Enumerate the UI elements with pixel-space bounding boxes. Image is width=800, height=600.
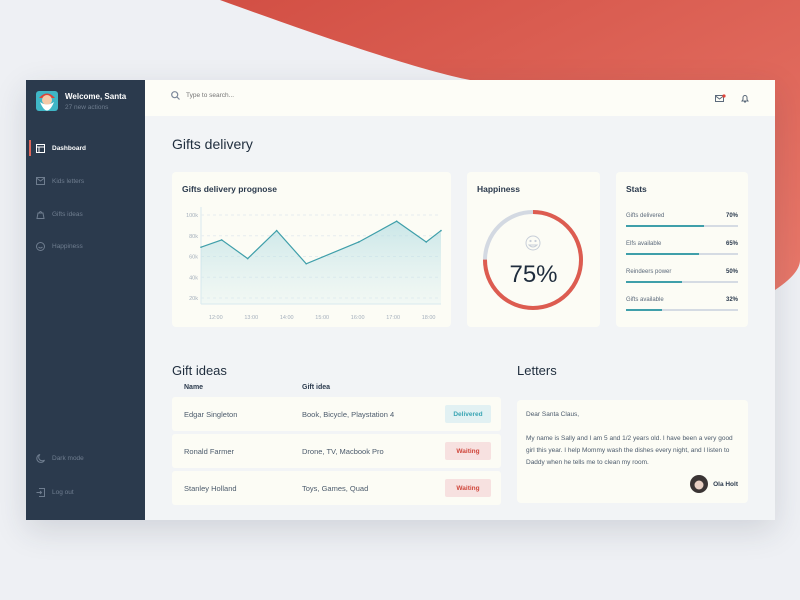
y-tick-label: 20k [189,296,198,302]
stat-item: Gifts delivered 70% [626,213,738,227]
gauge-fill [483,210,583,310]
data-point [440,229,442,232]
x-tick-label: 13:00 [244,315,258,321]
delivery-chart: 100k 80k 60k 40k 20k 12:00 13:00 14:00 15:00 16:0… [186,207,442,321]
chart-title: Gifts delivery prognose [182,184,277,194]
dashboard-icon [36,143,45,153]
letters-title: Letters [517,363,557,378]
smile-icon [36,241,45,251]
app-window: Welcome, Santa 27 new actions Dashboard … [26,80,775,520]
y-tick-label: 100k [186,213,198,219]
column-header-name: Name [184,384,204,391]
happiness-value: 75% [509,261,558,288]
letter-author: Ola Holt [713,480,738,488]
letter-card[interactable]: Dear Santa Claus, My name is Sally and I… [517,400,748,503]
column-header-gift-idea: Gift idea [302,384,331,391]
data-point [305,262,308,265]
row-gift-idea: Drone, TV, Macbook Pro [302,447,384,456]
moon-icon [36,453,45,463]
author-avatar [690,475,709,493]
mail-notification-icon[interactable] [715,94,726,103]
welcome-text: Welcome, Santa [65,92,127,101]
stats-card: Stats Gifts delivered 70% Elfs available 65… [616,172,748,327]
row-gift-idea: Book, Bicycle, Playstation 4 [302,410,395,419]
stat-value: 65% [725,241,738,247]
data-point [395,220,398,223]
stat-label: Elfs available [626,241,662,247]
row-name: Ronald Farmer [184,447,235,456]
data-point [358,241,360,243]
stat-progress-bar [626,281,738,283]
status-badge: Waiting [445,442,491,460]
row-gift-idea: Toys, Games, Quad [302,484,369,493]
search-icon [171,91,180,100]
mail-icon [36,177,45,185]
gift-ideas-title: Gift ideas [172,363,227,378]
x-tick-label: 14:00 [280,315,294,321]
stat-progress-bar [626,225,738,227]
santa-avatar [36,91,58,111]
table-row[interactable]: Edgar Singleton Book, Bicycle, Playstatio… [172,397,501,431]
data-point [275,229,278,232]
y-tick-label: 80k [189,234,198,240]
data-point [425,241,428,243]
search-bar [171,91,386,100]
stat-value: 32% [725,297,738,303]
logout-icon [36,487,45,497]
status-badge: Waiting [445,479,491,497]
status-badge: Delivered [445,405,491,423]
stat-progress-bar [626,253,738,255]
table-row[interactable]: Stanley Holland Toys, Games, Quad Waiting [172,471,501,505]
data-point [200,246,202,248]
series-area [201,221,441,304]
x-tick-label: 12:00 [209,315,223,321]
bell-icon[interactable] [741,94,749,103]
x-tick-label: 16:00 [351,315,365,321]
sidebar-item-happiness[interactable]: Happiness [26,236,145,256]
letter-greeting: Dear Santa Claus, [526,411,580,418]
y-tick-label: 40k [189,275,198,281]
row-name: Stanley Holland [184,484,237,493]
stats-title: Stats [626,184,647,194]
stat-label: Gifts delivered [626,213,665,219]
sidebar-item-kids-letters[interactable]: Kids letters [26,171,145,191]
sidebar-item-dashboard[interactable]: Dashboard [26,138,145,158]
stat-item: Reindeers power 50% [626,269,738,283]
stat-item: Gifts available 32% [626,297,738,311]
smile-icon [525,235,541,251]
table-row[interactable]: Ronald Farmer Drone, TV, Macbook Pro Waiti… [172,434,501,468]
y-tick-label: 60k [189,255,198,261]
top-header [145,80,775,116]
stat-progress-bar [626,309,738,311]
sidebar-item-gifts-ideas[interactable]: Gifts ideas [26,204,145,224]
row-name: Edgar Singleton [184,410,238,419]
dark-mode-toggle[interactable]: Dark mode [26,448,145,468]
stat-item: Elfs available 65% [626,241,738,255]
stat-value: 70% [725,213,738,219]
stat-label: Gifts available [626,297,664,303]
bag-icon [36,210,45,219]
delivery-chart-card: Gifts delivery prognose 100k 80k 60k 40k 20k… [172,172,451,327]
stat-label: Reindeers power [626,269,672,275]
data-point [220,239,223,241]
data-point [246,257,249,260]
logout-button[interactable]: Log out [26,482,145,502]
stat-value: 50% [725,269,738,275]
search-input[interactable] [186,92,386,99]
x-tick-label: 15:00 [315,315,329,321]
x-tick-label: 18:00 [422,315,436,321]
happiness-card: Happiness 75% [467,172,600,327]
page-title: Gifts delivery [172,136,253,152]
happiness-gauge [483,210,583,310]
x-tick-label: 17:00 [386,315,400,321]
happiness-title: Happiness [477,184,520,194]
sidebar: Welcome, Santa 27 new actions Dashboard … [26,80,145,520]
letter-body: My name is Sally and I am 5 and 1/2 year… [526,435,733,466]
new-actions-count: 27 new actions [65,104,109,111]
